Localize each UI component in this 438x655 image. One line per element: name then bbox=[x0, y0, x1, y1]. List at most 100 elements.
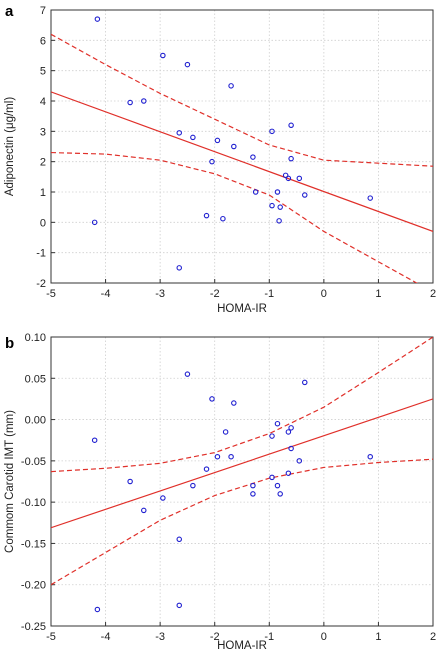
data-point bbox=[285, 175, 292, 182]
data-point bbox=[276, 218, 282, 224]
y-tick-label: 4 bbox=[40, 96, 46, 108]
data-point bbox=[184, 371, 191, 377]
data-point bbox=[288, 122, 294, 129]
x-tick-label: -5 bbox=[46, 288, 56, 300]
data-point bbox=[91, 219, 98, 226]
data-point bbox=[209, 158, 215, 165]
regression-line bbox=[51, 91, 433, 232]
data-point bbox=[160, 495, 166, 501]
data-point bbox=[277, 204, 283, 210]
x-axis-label: HOMA-IR bbox=[217, 303, 267, 315]
data-point bbox=[288, 425, 294, 431]
data-point bbox=[367, 453, 373, 460]
data-point bbox=[127, 478, 133, 485]
ci-lower-band bbox=[51, 458, 433, 586]
x-tick-label: 0 bbox=[321, 631, 327, 643]
data-point bbox=[269, 474, 275, 481]
y-tick-label: -0.05 bbox=[21, 456, 46, 468]
panel-label: b bbox=[5, 335, 14, 352]
data-point bbox=[127, 99, 133, 106]
x-tick-label: -1 bbox=[264, 288, 274, 300]
plot-frame bbox=[50, 336, 434, 627]
data-point bbox=[296, 458, 303, 464]
y-tick-label: -0.15 bbox=[21, 538, 46, 550]
data-point bbox=[228, 453, 234, 460]
data-point bbox=[176, 265, 182, 271]
data-point bbox=[141, 507, 147, 514]
data-point bbox=[214, 137, 221, 144]
data-point bbox=[250, 491, 256, 497]
x-tick-label: -4 bbox=[101, 288, 111, 300]
y-axis-label: Commom Carotid IMT (mm) bbox=[4, 410, 16, 553]
y-tick-label: 5 bbox=[40, 66, 46, 78]
data-point bbox=[252, 189, 259, 195]
data-point bbox=[250, 482, 256, 489]
data-point bbox=[209, 396, 215, 402]
x-tick-label: 2 bbox=[430, 631, 436, 643]
data-point bbox=[282, 172, 289, 179]
y-tick-label: 1 bbox=[40, 187, 46, 199]
data-point bbox=[94, 606, 101, 613]
x-tick-label: -4 bbox=[101, 631, 111, 643]
ci-lower-band bbox=[51, 151, 418, 283]
data-point bbox=[222, 429, 229, 435]
chart-panel-b: -5 -4 -3 -2 -1 0 1 2 -0.25 -0.20 -0.15 -0.10 -0.05 0.… bbox=[4, 332, 436, 652]
x-tick-label: -2 bbox=[210, 288, 220, 300]
data-point bbox=[220, 215, 226, 222]
data-point bbox=[231, 143, 237, 150]
y-tick-label: 0 bbox=[40, 217, 46, 229]
y-tick-label: -1 bbox=[36, 248, 46, 260]
regression-line bbox=[51, 398, 433, 529]
y-tick-label: -0.20 bbox=[21, 580, 46, 592]
data-point bbox=[285, 470, 292, 476]
x-tick-label: 1 bbox=[375, 631, 381, 643]
panel-label: a bbox=[5, 3, 14, 20]
data-point bbox=[214, 453, 221, 460]
data-point bbox=[285, 429, 292, 435]
data-point bbox=[94, 16, 101, 22]
data-point bbox=[367, 195, 373, 201]
data-point bbox=[176, 602, 182, 609]
data-point bbox=[274, 420, 281, 427]
x-tick-label: -3 bbox=[155, 631, 165, 643]
x-tick-label: -1 bbox=[264, 631, 274, 643]
chart-panel-a: -5 -4 -3 -2 -1 0 1 2 -2 -1 0 1 2 3 4 5 6 7 HOMA-IR Adiponec… bbox=[4, 3, 436, 315]
data-point bbox=[160, 52, 166, 59]
x-axis-label: HOMA-IR bbox=[217, 640, 267, 652]
data-point bbox=[203, 466, 210, 472]
data-point bbox=[203, 212, 210, 219]
x-tick-label: -3 bbox=[155, 288, 165, 300]
data-point bbox=[288, 445, 294, 452]
x-tick-label: 2 bbox=[430, 288, 436, 300]
data-point bbox=[269, 433, 275, 439]
y-tick-label: 6 bbox=[40, 35, 46, 47]
data-point bbox=[302, 192, 308, 198]
data-point bbox=[288, 155, 294, 162]
y-tick-label: 0.10 bbox=[25, 332, 46, 344]
x-tick-label: 1 bbox=[375, 288, 381, 300]
y-tick-label: 3 bbox=[40, 126, 46, 138]
data-point bbox=[250, 154, 256, 160]
data-point bbox=[269, 128, 275, 135]
y-tick-label: -2 bbox=[36, 278, 46, 290]
data-point bbox=[141, 98, 147, 104]
data-point bbox=[190, 134, 196, 141]
data-point bbox=[176, 536, 182, 543]
data-point bbox=[91, 437, 98, 443]
y-tick-label: 0.05 bbox=[25, 373, 46, 385]
data-point bbox=[190, 482, 196, 489]
data-point bbox=[274, 482, 281, 489]
y-tick-label: 7 bbox=[40, 5, 46, 17]
data-point bbox=[296, 175, 303, 182]
data-point bbox=[228, 83, 234, 89]
x-tick-label: -5 bbox=[46, 631, 56, 643]
plot-frame bbox=[50, 9, 434, 284]
y-axis-label: Adiponectin (μg/ml) bbox=[4, 97, 16, 196]
x-tick-label: -2 bbox=[210, 631, 220, 643]
y-tick-label: -0.25 bbox=[21, 621, 46, 633]
y-tick-label: 0.00 bbox=[25, 415, 46, 427]
data-point bbox=[277, 491, 283, 497]
data-point bbox=[302, 379, 308, 386]
data-point bbox=[184, 61, 191, 68]
